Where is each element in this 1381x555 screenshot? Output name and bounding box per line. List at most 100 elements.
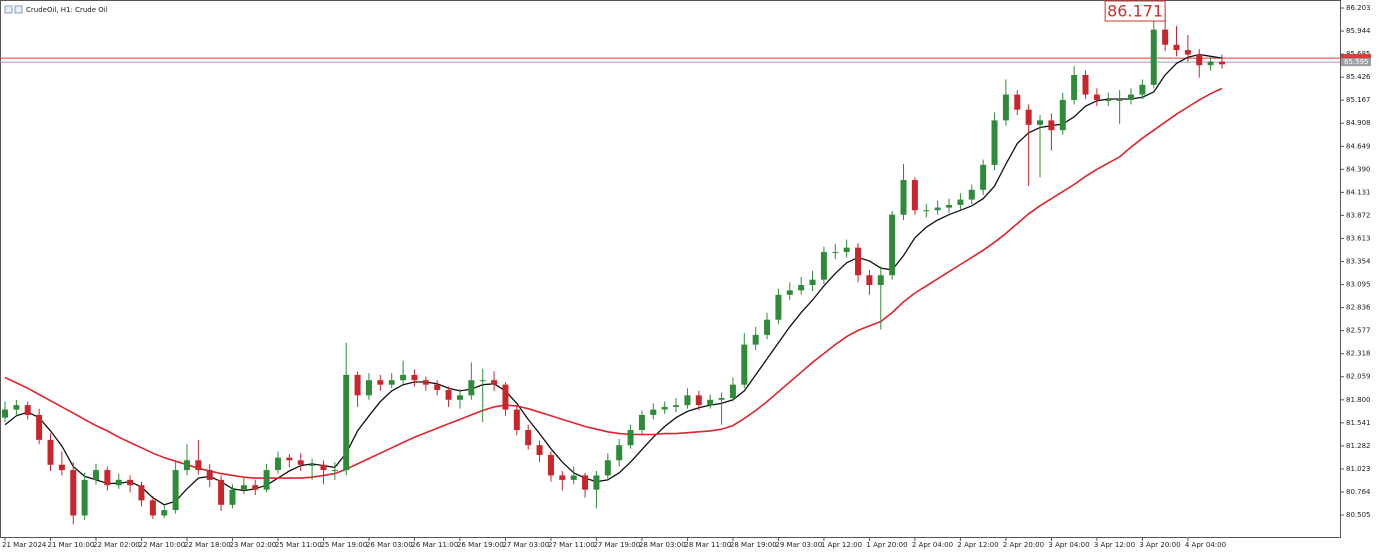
candle-body xyxy=(1071,75,1078,100)
candle-body xyxy=(525,430,532,446)
annotation: 86.171 xyxy=(1107,2,1163,21)
y-tick-label: 84.908 xyxy=(1346,119,1371,127)
candle-body xyxy=(650,409,657,415)
y-tick-label: 84.131 xyxy=(1346,188,1371,196)
candle-body xyxy=(502,384,509,410)
candle-body xyxy=(47,439,54,465)
candle-body xyxy=(1128,94,1135,100)
candle-body xyxy=(1150,29,1157,85)
candle-body xyxy=(309,464,316,466)
x-tick-label: 28 Mar 03:00 xyxy=(639,541,686,549)
y-tick-label: 82.577 xyxy=(1346,327,1371,335)
icon xyxy=(4,5,13,14)
candle-body xyxy=(115,479,122,486)
candle-body xyxy=(286,457,293,461)
candle-body xyxy=(104,470,111,486)
y-tick-label: 83.354 xyxy=(1346,258,1371,266)
candle-body xyxy=(968,189,975,200)
x-tick-label: 29 Mar 03:00 xyxy=(775,541,822,549)
candle-body xyxy=(957,199,964,205)
candle-body xyxy=(456,395,463,400)
candle-body xyxy=(161,510,168,516)
y-tick-label: 82.836 xyxy=(1346,304,1371,312)
candle-body xyxy=(320,464,327,471)
y-tick-label: 81.800 xyxy=(1346,396,1371,404)
candle-body xyxy=(1059,99,1066,131)
price-tag xyxy=(1341,58,1371,67)
candle-body xyxy=(2,409,8,418)
x-tick-label: 27 Mar 03:00 xyxy=(502,541,549,549)
candle-body xyxy=(1116,99,1123,101)
candle-body xyxy=(513,409,520,431)
icon xyxy=(14,5,23,14)
candle-body xyxy=(13,405,20,410)
y-tick-label: 83.613 xyxy=(1346,234,1371,242)
x-tick-label: 4 Apr 04:00 xyxy=(1185,541,1226,549)
candle-body xyxy=(547,454,554,476)
x-tick-label: 28 Mar 11:00 xyxy=(684,541,731,549)
candle-body xyxy=(809,279,816,286)
candle-body xyxy=(1037,120,1044,125)
candle-body xyxy=(695,395,702,406)
candle-body xyxy=(627,430,634,446)
candle-body xyxy=(1014,94,1021,110)
x-tick-label: 3 Apr 20:00 xyxy=(1139,541,1180,549)
candle-body xyxy=(138,485,145,501)
x-tick-label: 21 Mar 10:00 xyxy=(47,541,94,549)
candle-body xyxy=(616,445,623,461)
x-tick-label: 27 Mar 19:00 xyxy=(593,541,640,549)
candle-body xyxy=(843,247,850,253)
candle-body xyxy=(388,380,395,385)
candle-body xyxy=(172,470,179,511)
candle-body xyxy=(468,380,475,396)
candle-body xyxy=(240,485,247,490)
candle-body xyxy=(252,485,259,490)
candle-body xyxy=(434,384,441,391)
candle-body xyxy=(638,414,645,431)
x-tick-label: 26 Mar 19:00 xyxy=(457,541,504,549)
candle-body xyxy=(183,460,190,471)
y-tick-label: 85.426 xyxy=(1346,73,1371,81)
candle-body xyxy=(24,405,31,415)
candle-body xyxy=(934,207,941,211)
candle-body xyxy=(274,457,281,471)
candle-body xyxy=(1173,44,1180,51)
candle-body xyxy=(1219,61,1225,65)
candle-body xyxy=(36,414,43,440)
candle-body xyxy=(331,470,338,472)
candle-body xyxy=(866,275,873,286)
candle-body xyxy=(263,470,270,490)
x-tick-label: 21 Mar 2024 xyxy=(2,541,47,549)
y-tick-label: 84.390 xyxy=(1346,165,1371,173)
candle-body xyxy=(1002,94,1009,121)
candle-body xyxy=(445,390,452,400)
y-tick-label: 81.282 xyxy=(1346,442,1371,450)
candle-body xyxy=(661,406,668,410)
candle-body xyxy=(980,164,987,190)
candle-body xyxy=(559,475,566,480)
candle-body xyxy=(536,445,543,455)
x-tick-label: 22 Mar 10:00 xyxy=(138,541,185,549)
candle-body xyxy=(820,252,827,280)
candle-body xyxy=(411,374,418,381)
x-tick-label: 26 Mar 11:00 xyxy=(411,541,458,549)
candle-body xyxy=(582,475,589,490)
x-tick-label: 22 Mar 18:00 xyxy=(184,541,231,549)
candle-body xyxy=(1105,99,1112,101)
candle-body xyxy=(354,374,361,396)
candle-body xyxy=(1207,61,1214,66)
candle-body xyxy=(195,460,202,471)
candle-body xyxy=(70,470,77,516)
y-tick-label: 85.944 xyxy=(1346,27,1371,35)
candle-body xyxy=(400,374,407,381)
x-tick-label: 3 Apr 04:00 xyxy=(1048,541,1089,549)
candle-body xyxy=(1082,75,1089,95)
candle-body xyxy=(832,252,839,254)
candle-body xyxy=(877,275,884,286)
candle-body xyxy=(707,399,714,406)
candle-body xyxy=(889,214,896,276)
candle-body xyxy=(479,380,486,382)
candle-body xyxy=(752,334,759,345)
